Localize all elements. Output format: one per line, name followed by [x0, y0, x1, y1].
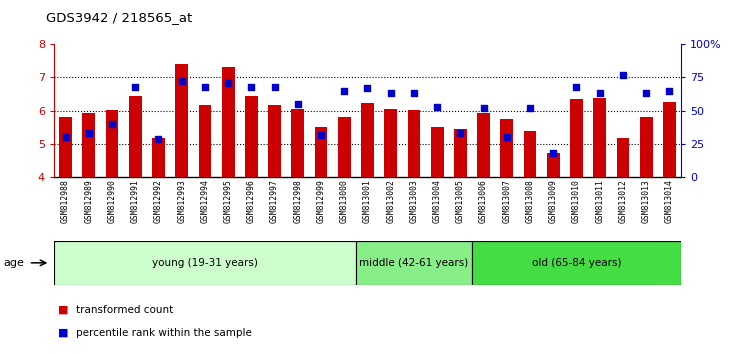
Bar — [176, 64, 188, 177]
Text: GSM813007: GSM813007 — [503, 179, 512, 223]
Point — [548, 150, 560, 156]
Bar — [472, 241, 681, 285]
Text: GSM813013: GSM813013 — [642, 179, 651, 223]
Bar — [245, 96, 258, 177]
Point — [292, 101, 304, 107]
Bar — [152, 138, 165, 177]
Text: GSM813001: GSM813001 — [363, 179, 372, 223]
Text: GSM812992: GSM812992 — [154, 179, 163, 223]
Point — [524, 105, 536, 111]
Bar — [54, 241, 356, 285]
Bar — [384, 109, 397, 177]
Point — [129, 84, 141, 90]
Text: GSM812995: GSM812995 — [224, 179, 232, 223]
Text: GDS3942 / 218565_at: GDS3942 / 218565_at — [46, 11, 193, 24]
Text: GSM813014: GSM813014 — [665, 179, 674, 223]
Bar — [361, 103, 374, 177]
Bar — [547, 153, 560, 177]
Text: GSM813008: GSM813008 — [526, 179, 535, 223]
Text: GSM813012: GSM813012 — [619, 179, 628, 223]
Point — [594, 91, 606, 96]
Point — [454, 130, 466, 136]
Bar — [407, 110, 420, 177]
Text: percentile rank within the sample: percentile rank within the sample — [76, 328, 252, 338]
Bar — [338, 117, 351, 177]
Text: young (19-31 years): young (19-31 years) — [152, 258, 258, 268]
Point — [176, 79, 188, 84]
Text: ■: ■ — [58, 305, 68, 315]
Bar — [454, 129, 466, 177]
Text: GSM812990: GSM812990 — [107, 179, 116, 223]
Bar — [640, 116, 652, 177]
Bar — [500, 119, 513, 177]
Point — [501, 135, 513, 140]
Bar — [524, 131, 536, 177]
Text: GSM812989: GSM812989 — [84, 179, 93, 223]
Bar — [129, 96, 142, 177]
Bar — [430, 127, 443, 177]
Point — [59, 135, 71, 140]
Bar — [199, 105, 211, 177]
Text: GSM812999: GSM812999 — [316, 179, 326, 223]
Text: old (65-84 years): old (65-84 years) — [532, 258, 621, 268]
Point — [617, 72, 629, 78]
Point — [431, 104, 443, 109]
Point — [338, 88, 350, 93]
Bar — [82, 113, 95, 177]
Text: GSM812994: GSM812994 — [200, 179, 209, 223]
Bar — [477, 113, 490, 177]
Text: GSM813011: GSM813011 — [596, 179, 604, 223]
Point — [222, 80, 234, 86]
Point — [664, 88, 676, 93]
Text: GSM813005: GSM813005 — [456, 179, 465, 223]
Point — [199, 84, 211, 90]
Point — [152, 136, 164, 141]
Point — [268, 84, 280, 90]
Point — [245, 84, 257, 90]
Point — [385, 91, 397, 96]
Bar — [315, 127, 328, 177]
Bar — [356, 241, 472, 285]
Text: GSM812993: GSM812993 — [177, 179, 186, 223]
Point — [362, 85, 374, 91]
Text: GSM812996: GSM812996 — [247, 179, 256, 223]
Bar — [268, 105, 281, 177]
Point — [315, 132, 327, 137]
Text: GSM813004: GSM813004 — [433, 179, 442, 223]
Bar — [106, 110, 118, 177]
Text: middle (42-61 years): middle (42-61 years) — [359, 258, 469, 268]
Text: GSM813009: GSM813009 — [549, 179, 558, 223]
Text: transformed count: transformed count — [76, 305, 174, 315]
Text: GSM812991: GSM812991 — [130, 179, 140, 223]
Text: GSM812988: GSM812988 — [61, 179, 70, 223]
Text: GSM813002: GSM813002 — [386, 179, 395, 223]
Text: GSM813003: GSM813003 — [410, 179, 419, 223]
Text: GSM812998: GSM812998 — [293, 179, 302, 223]
Bar — [663, 102, 676, 177]
Point — [640, 91, 652, 96]
Bar — [616, 138, 629, 177]
Text: GSM812997: GSM812997 — [270, 179, 279, 223]
Point — [571, 84, 583, 90]
Text: GSM813000: GSM813000 — [340, 179, 349, 223]
Point — [478, 105, 490, 111]
Point — [106, 121, 118, 127]
Bar — [593, 98, 606, 177]
Bar — [292, 109, 304, 177]
Text: age: age — [4, 258, 25, 268]
Text: GSM813010: GSM813010 — [572, 179, 581, 223]
Bar — [222, 68, 235, 177]
Text: GSM813006: GSM813006 — [479, 179, 488, 223]
Bar — [59, 116, 72, 177]
Point — [408, 91, 420, 96]
Point — [82, 130, 94, 136]
Text: ■: ■ — [58, 328, 68, 338]
Bar — [570, 99, 583, 177]
